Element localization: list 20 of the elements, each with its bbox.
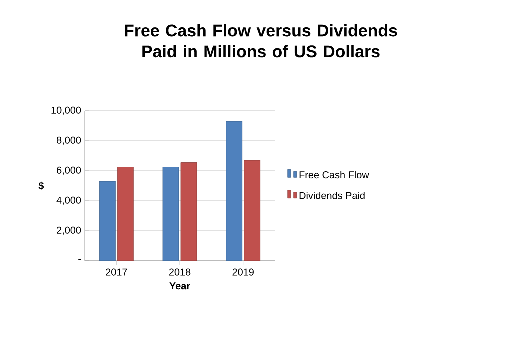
x-tick-label: 2018 [169,268,191,276]
legend-label: Dividends Paid [300,192,365,200]
y-axis-title: $ [38,182,44,190]
y-tick-label: 2,000 [57,226,82,236]
y-tick-label: 8,000 [56,136,82,146]
bar [117,167,134,261]
y-tick-label: 10,000 [52,106,82,116]
bar [99,181,116,261]
bar [226,121,243,261]
legend-label: Free Cash Flow [300,171,370,179]
x-axis-title: Year [170,282,190,290]
x-tick-label: 2019 [232,268,254,276]
y-tick-label: - [78,259,82,260]
x-tick-label: 2017 [106,268,128,276]
y-tick-label: 4,000 [56,196,82,206]
bar [180,162,198,261]
chart-title: Free Cash Flow versus Dividends Paid in Millions of US Dollars [125,24,398,58]
bar [162,167,180,261]
bar [244,160,261,261]
y-tick-label: 6,000 [57,166,82,176]
